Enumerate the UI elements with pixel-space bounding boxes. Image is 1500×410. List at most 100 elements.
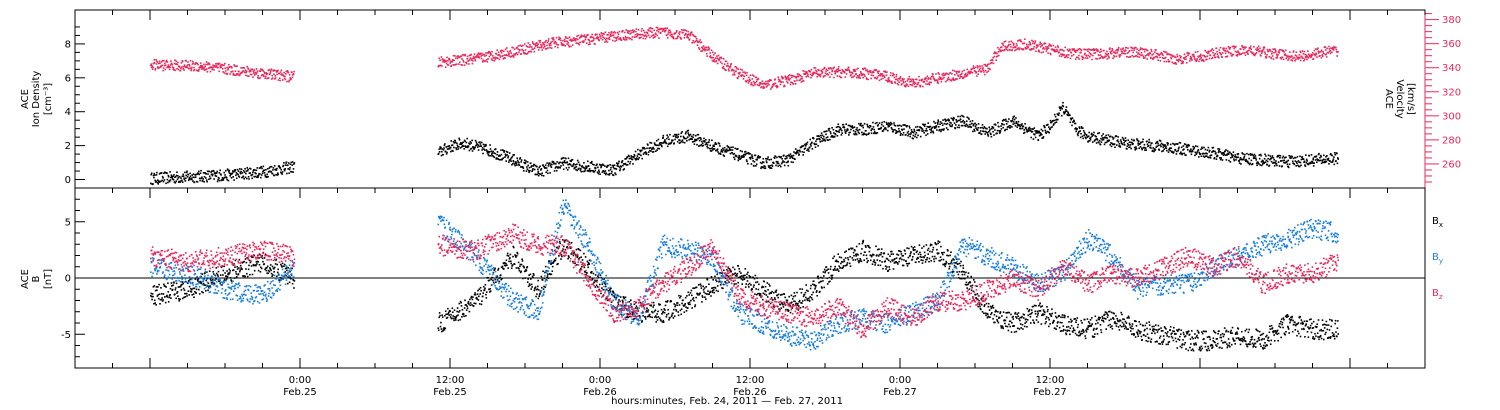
ion-density-point	[475, 144, 477, 147]
ion-density-point	[1062, 101, 1064, 104]
ion-density-point	[710, 150, 713, 152]
ion-density-point	[688, 135, 691, 137]
ion-density-point	[762, 161, 764, 163]
velocity-point	[1036, 44, 1039, 46]
velocity-point	[444, 59, 447, 62]
velocity-point	[461, 58, 463, 60]
ion-density-point	[1121, 142, 1123, 145]
ion-density-point	[1272, 157, 1275, 159]
ion-density-point	[685, 131, 687, 133]
velocity-point	[696, 44, 699, 46]
velocity-point	[621, 31, 623, 33]
ion-density-point	[1193, 147, 1195, 150]
ion-density-point	[1207, 146, 1210, 149]
velocity-point	[713, 60, 716, 63]
velocity-point	[1099, 57, 1102, 59]
ion-density-point	[858, 132, 861, 135]
velocity-point	[248, 75, 250, 77]
ion-density-point	[746, 160, 748, 163]
velocity-point	[620, 39, 623, 41]
velocity-point	[629, 37, 632, 40]
ion-density-point	[588, 168, 591, 170]
velocity-point	[1058, 55, 1061, 57]
ion-density-point	[1237, 153, 1240, 155]
ion-density-point	[474, 139, 477, 142]
velocity-point	[953, 70, 956, 72]
velocity-point	[1189, 58, 1191, 60]
velocity-point	[662, 29, 665, 31]
ion-density-point	[994, 129, 996, 131]
ion-density-point	[737, 156, 739, 159]
velocity-point	[1002, 43, 1004, 45]
velocity-point	[780, 81, 782, 83]
velocity-point	[191, 66, 193, 69]
velocity-point	[1091, 48, 1094, 51]
velocity-point	[1234, 50, 1237, 53]
ion-density-point	[932, 132, 935, 134]
ion-density-point	[886, 123, 889, 125]
ion-density-point	[723, 155, 725, 157]
ion-density-point	[1141, 148, 1143, 151]
ion-density-point	[1274, 162, 1277, 165]
ion-density-point	[801, 145, 804, 147]
ion-density-point	[594, 167, 597, 169]
ion-density-point	[489, 144, 491, 146]
ion-density-point	[961, 120, 964, 123]
velocity-point	[260, 68, 262, 70]
velocity-point	[652, 37, 655, 39]
ion-density-point	[1112, 143, 1115, 145]
velocity-point	[812, 72, 814, 74]
velocity-point	[1150, 57, 1152, 60]
ion-density-point	[907, 134, 909, 137]
velocity-point	[550, 41, 552, 43]
ion-density-point	[596, 163, 598, 166]
velocity-point	[668, 31, 671, 34]
ion-density-point	[480, 145, 482, 147]
ion-density-point	[804, 143, 806, 146]
velocity-point	[1260, 55, 1262, 57]
velocity-point	[630, 32, 633, 34]
ion-density-point	[1110, 142, 1112, 144]
velocity-point	[942, 72, 945, 75]
ion-density-point	[549, 165, 552, 167]
velocity-point	[281, 79, 284, 81]
ion-density-point	[1226, 154, 1228, 156]
ion-density-point	[1151, 142, 1153, 144]
ion-density-point	[701, 145, 704, 147]
velocity-point	[682, 31, 684, 34]
ion-density-point	[503, 150, 506, 152]
velocity-point	[1034, 41, 1036, 44]
bx-point	[178, 286, 181, 288]
velocity-point	[1192, 55, 1195, 58]
velocity-point	[872, 71, 874, 73]
velocity-point	[219, 66, 222, 69]
velocity-point	[920, 79, 923, 82]
ion-density-point	[457, 148, 459, 150]
ion-density-point	[941, 122, 943, 124]
velocity-point	[1077, 56, 1079, 59]
velocity-point	[577, 34, 580, 37]
ion-density-point	[1161, 150, 1163, 153]
ion-density-point	[755, 158, 757, 161]
velocity-point	[873, 69, 875, 71]
ion-density-point	[1006, 128, 1008, 131]
velocity-point	[1313, 53, 1315, 55]
bx-point	[178, 298, 180, 300]
ion-density-point	[166, 178, 169, 181]
ion-density-point	[579, 169, 582, 171]
ion-density-point	[815, 140, 817, 143]
velocity-point	[576, 42, 579, 44]
ion-density-point	[754, 154, 757, 157]
ion-density-point	[1002, 126, 1004, 129]
ion-density-point	[718, 152, 720, 155]
ion-density-point	[188, 178, 190, 180]
ion-density-point	[694, 140, 697, 142]
velocity-point	[163, 64, 166, 67]
ion-density-point	[1289, 157, 1291, 159]
velocity-point	[683, 34, 686, 36]
ion-density-point	[1019, 125, 1022, 128]
velocity-point	[1313, 49, 1316, 52]
ion-density-point	[587, 165, 590, 167]
ion-density-point	[909, 133, 912, 136]
ion-density-point	[453, 146, 455, 149]
